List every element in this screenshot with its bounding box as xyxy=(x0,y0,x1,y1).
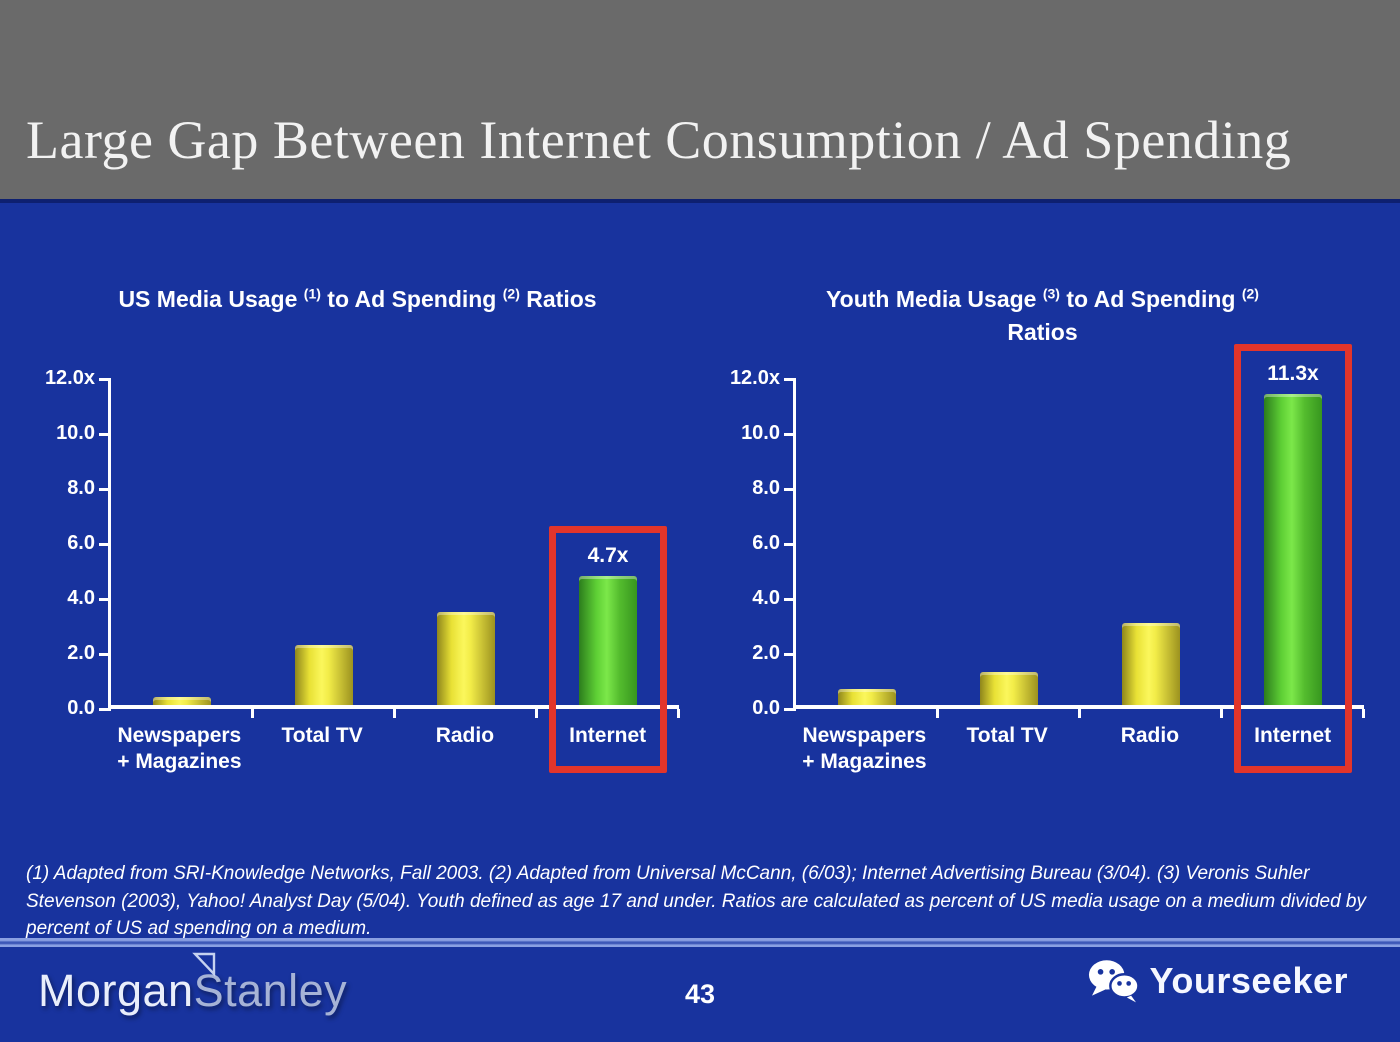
chart-title-line: US Media Usage (1) to Ad Spending (2) Ra… xyxy=(30,283,685,316)
y-tick-label: 4.0 xyxy=(752,587,780,609)
chart-title-line: Ratios xyxy=(715,316,1370,349)
x-tick-mark xyxy=(1078,709,1081,718)
y-tick-mark xyxy=(99,433,111,436)
y-tick-mark xyxy=(784,378,796,381)
yourseeker-watermark: Yourseeker xyxy=(1088,959,1348,1003)
bar-radio xyxy=(1122,622,1180,705)
chart-title-superscript: (3) xyxy=(1042,285,1060,302)
bar-newspapers-magazines xyxy=(153,696,211,705)
plot: 12.0x 10.0 8.0 6.0 4.0 2.0 0.0 11.3x xyxy=(730,344,1365,773)
y-tick-label: 6.0 xyxy=(752,532,780,554)
x-tick-mark xyxy=(393,709,396,718)
y-tick-mark xyxy=(784,598,796,601)
chart-title-text: Ratios xyxy=(519,286,597,312)
y-tick-mark xyxy=(99,488,111,491)
wechat-icon xyxy=(1088,960,1140,1003)
x-tick-mark xyxy=(677,709,680,718)
y-tick-mark xyxy=(784,433,796,436)
x-tick-mark xyxy=(535,709,538,718)
chart-title: Youth Media Usage (3) to Ad Spending (2)… xyxy=(715,283,1370,379)
y-tick-mark xyxy=(784,708,796,711)
bar-internet xyxy=(1264,394,1322,705)
category-label-radio: Radio xyxy=(1120,724,1180,747)
x-tick-mark xyxy=(251,709,254,718)
y-tick-label: 10.0 xyxy=(56,422,95,444)
y-tick-label: 4.0 xyxy=(67,587,95,609)
chart-title-text: Ratios xyxy=(1007,319,1078,346)
plot-area: 12.0x 10.0 8.0 6.0 4.0 2.0 0.0 11.3x xyxy=(730,344,1365,773)
slide-title: Large Gap Between Internet Consumption /… xyxy=(26,110,1292,170)
category-label-internet: Internet xyxy=(1254,724,1332,747)
chart-title-text: Youth Media Usage xyxy=(826,286,1043,312)
bar-radio xyxy=(437,611,495,705)
y-tick-mark xyxy=(99,598,111,601)
slide-header: Large Gap Between Internet Consumption /… xyxy=(0,0,1400,203)
y-tick-mark xyxy=(99,543,111,546)
y-tick-mark xyxy=(99,708,111,711)
bar-internet xyxy=(579,575,637,705)
plot-area: 12.0x 10.0 8.0 6.0 4.0 2.0 0.0 4.7x xyxy=(45,367,680,773)
page-number: 43 xyxy=(684,979,716,1009)
watermark-label: Yourseeker xyxy=(1149,960,1348,1001)
category-label-internet: Internet xyxy=(569,724,647,747)
chart-title-text: to Ad Spending xyxy=(320,286,503,312)
brand-stanley-text: Stanley xyxy=(193,965,348,1016)
y-tick-mark xyxy=(784,653,796,656)
y-tick-label: 0.0 xyxy=(752,697,780,719)
x-tick-mark xyxy=(936,709,939,718)
y-tick-label: 8.0 xyxy=(752,477,780,499)
footer-separator xyxy=(0,938,1400,947)
category-label-total-tv: Total TV xyxy=(966,724,1048,747)
brand-morgan-text: Morgan xyxy=(38,965,194,1016)
category-label-newspapers-magazines: Newspapers + Magazines xyxy=(802,724,927,774)
chart-youth-media-usage: Youth Media Usage (3) to Ad Spending (2)… xyxy=(715,283,1370,776)
y-tick-label: 8.0 xyxy=(67,477,95,499)
chart-us-media-usage: US Media Usage (1) to Ad Spending (2) Ra… xyxy=(30,283,685,776)
y-tick-label: 2.0 xyxy=(752,642,780,664)
charts-row: US Media Usage (1) to Ad Spending (2) Ra… xyxy=(30,283,1370,776)
chart-title-superscript: (2) xyxy=(1241,285,1259,302)
plot: 12.0x 10.0 8.0 6.0 4.0 2.0 0.0 4.7x xyxy=(45,367,680,773)
morgan-stanley-logo: Morgan Stanley xyxy=(38,952,348,1017)
y-tick-mark xyxy=(99,653,111,656)
bar-total-tv xyxy=(980,672,1038,705)
bar-value-label: 11.3x xyxy=(1267,362,1319,386)
chart-title-line: Youth Media Usage (3) to Ad Spending (2) xyxy=(715,283,1370,316)
y-tick-label: 6.0 xyxy=(67,532,95,554)
y-tick-label: 12.0x xyxy=(44,367,95,389)
slide-footer: Morgan Stanley 43 Yourseeker xyxy=(0,947,1400,1042)
y-tick-mark xyxy=(784,488,796,491)
y-tick-label: 10.0 xyxy=(741,422,780,444)
footnote: (1) Adapted from SRI-Knowledge Networks,… xyxy=(26,863,1366,940)
y-tick-label: 12.0x xyxy=(729,367,780,389)
chart-title: US Media Usage (1) to Ad Spending (2) Ra… xyxy=(30,283,685,379)
y-tick-mark xyxy=(784,543,796,546)
category-label-newspapers-magazines: Newspapers + Magazines xyxy=(117,724,242,774)
category-label-radio: Radio xyxy=(435,724,495,747)
chart-title-superscript: (2) xyxy=(502,285,520,302)
category-labels: Newspapers + Magazines Total TV Radio Inter… xyxy=(793,723,1364,776)
category-label-total-tv: Total TV xyxy=(281,724,363,747)
bar-newspapers-magazines xyxy=(838,688,896,705)
x-tick-mark xyxy=(1220,709,1223,718)
chart-title-superscript: (1) xyxy=(303,285,321,302)
y-tick-mark xyxy=(99,378,111,381)
x-tick-mark xyxy=(1362,709,1365,718)
morgan-stanley-triangle-icon xyxy=(192,952,216,977)
category-labels: Newspapers + Magazines Total TV Radio Inter… xyxy=(108,723,679,776)
y-tick-label: 0.0 xyxy=(67,697,95,719)
y-tick-label: 2.0 xyxy=(67,642,95,664)
chart-title-text: US Media Usage xyxy=(118,286,304,312)
chart-title-text: to Ad Spending xyxy=(1059,286,1242,312)
bar-total-tv xyxy=(295,644,353,705)
bar-value-label: 4.7x xyxy=(587,543,629,567)
